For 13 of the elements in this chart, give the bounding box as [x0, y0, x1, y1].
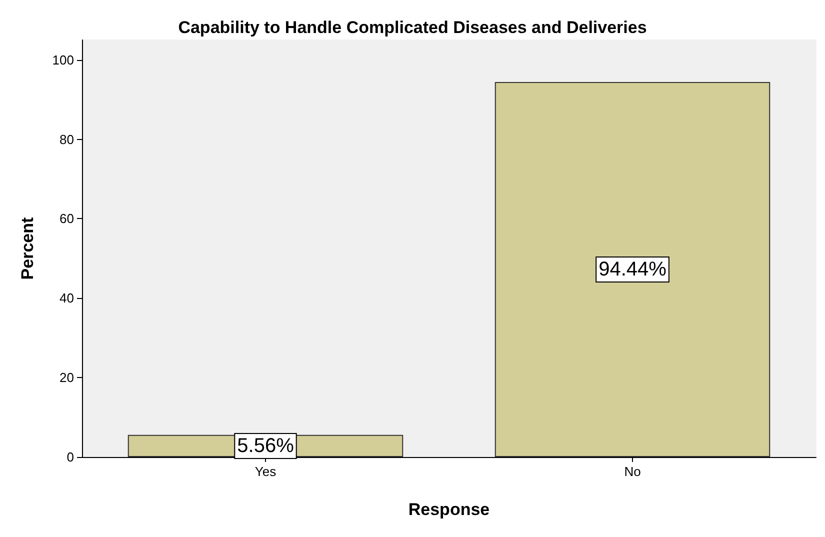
y-tick-label: 100 — [52, 52, 74, 68]
y-tick-label: 0 — [66, 450, 74, 464]
y-tick-label: 80 — [60, 132, 74, 147]
data-label: 5.56% — [237, 434, 294, 457]
x-tick-label: No — [624, 464, 641, 479]
x-tick-label: Yes — [254, 464, 277, 479]
chart-title: Capability to Handle Complicated Diseases and Deliveries — [178, 18, 647, 37]
y-tick-label: 60 — [60, 211, 74, 226]
y-tick-label: 40 — [60, 290, 74, 306]
x-axis-title: Response — [408, 500, 490, 519]
y-axis-title: Percent — [18, 216, 37, 280]
y-tick-label: 20 — [60, 370, 74, 386]
data-label: 94.44% — [598, 258, 667, 280]
